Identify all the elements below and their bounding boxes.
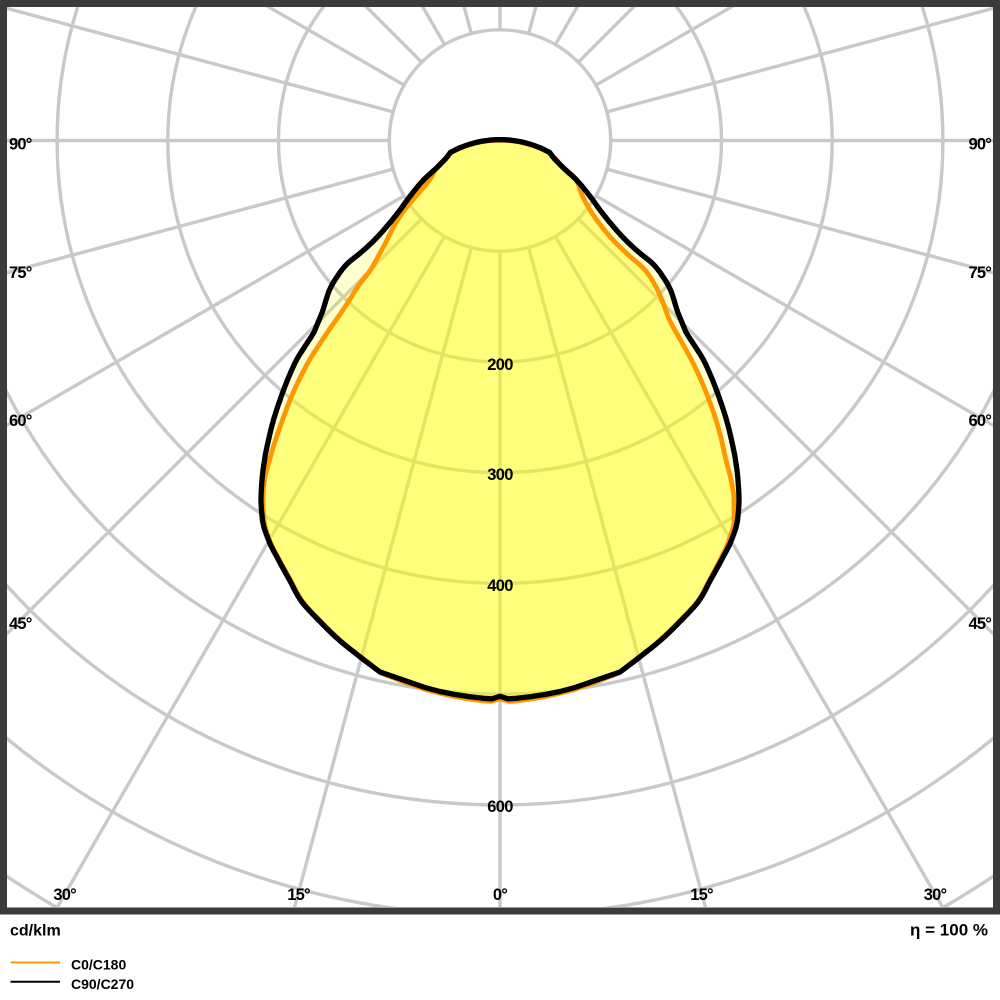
svg-text:300: 300 — [487, 466, 513, 484]
svg-text:60°: 60° — [9, 412, 32, 430]
svg-text:90°: 90° — [9, 135, 32, 153]
svg-text:400: 400 — [487, 577, 513, 595]
svg-text:15°: 15° — [690, 886, 713, 904]
svg-text:45°: 45° — [9, 615, 32, 633]
svg-text:0°: 0° — [493, 886, 507, 904]
svg-text:C90/C270: C90/C270 — [71, 976, 134, 992]
svg-text:60°: 60° — [968, 412, 991, 430]
svg-text:200: 200 — [487, 356, 513, 374]
svg-text:η = 100 %: η = 100 % — [910, 921, 988, 940]
svg-text:75°: 75° — [968, 264, 991, 282]
svg-text:75°: 75° — [9, 264, 32, 282]
svg-text:90°: 90° — [968, 135, 991, 153]
svg-text:cd/klm: cd/klm — [10, 923, 61, 940]
svg-text:30°: 30° — [53, 886, 76, 904]
svg-text:C0/C180: C0/C180 — [71, 957, 126, 973]
svg-text:30°: 30° — [924, 886, 947, 904]
svg-text:600: 600 — [487, 798, 513, 816]
svg-text:15°: 15° — [287, 886, 310, 904]
svg-text:45°: 45° — [968, 615, 991, 633]
